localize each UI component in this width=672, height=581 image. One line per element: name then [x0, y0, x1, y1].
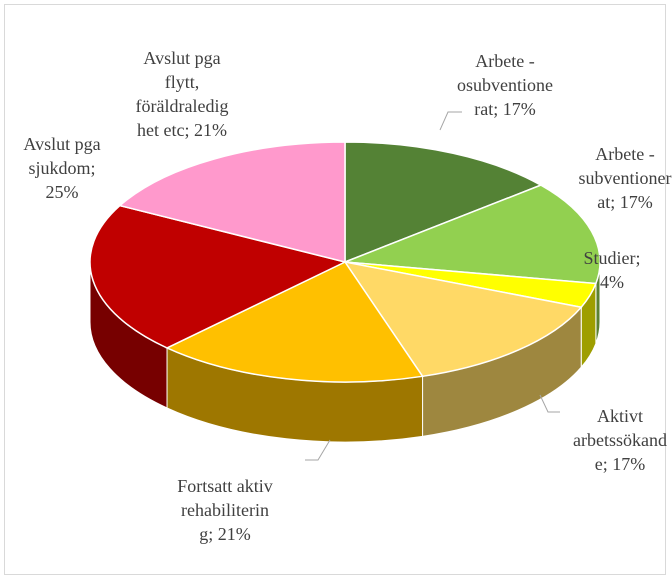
slice-label: Fortsatt aktiv rehabilitering; 21% — [177, 476, 273, 544]
chart-frame — [4, 4, 666, 575]
slice — [89, 204, 348, 349]
slice-label: Aktivt arbetssökande; 17% — [573, 406, 667, 474]
slice-label: Arbete - osubventionerat; 17% — [457, 51, 553, 119]
leader-line — [439, 111, 462, 131]
slice-label: Arbete - subventionerat; 17% — [578, 144, 672, 212]
slice-label: Avslut pga sjukdom; 25% — [23, 134, 101, 202]
slice-label: Studier; 4% — [583, 248, 641, 292]
leader-line — [539, 394, 560, 413]
leader-line — [305, 439, 331, 461]
slice — [118, 141, 346, 263]
slice — [165, 261, 424, 383]
slice — [344, 141, 543, 264]
slice — [344, 184, 601, 285]
slice-label: Avslut pga flytt, föräldraledighet etc; … — [135, 48, 229, 140]
